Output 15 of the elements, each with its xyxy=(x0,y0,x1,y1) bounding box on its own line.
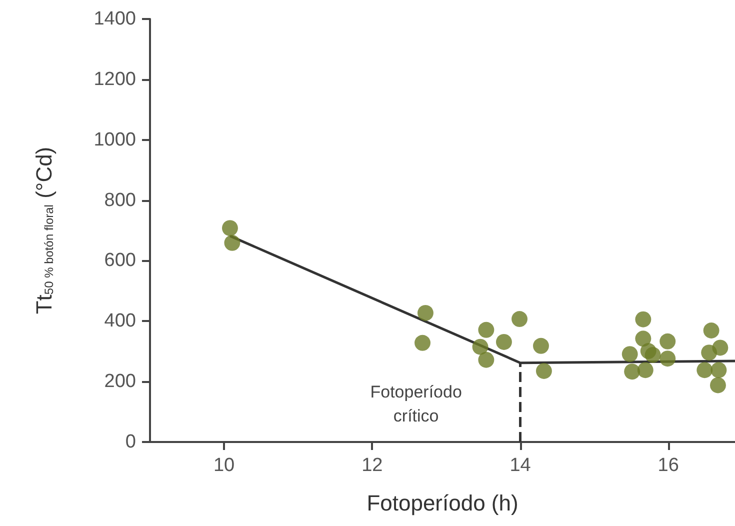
y-axis-title: Tt50 % botón floral (°Cd) xyxy=(32,146,56,314)
y-tick-label: 1200 xyxy=(94,68,136,90)
x-tick-label: 10 xyxy=(213,455,235,476)
x-tick-label: 14 xyxy=(510,455,532,476)
y-tick-label: 0 xyxy=(125,432,136,452)
y-tick-label: 1400 xyxy=(94,8,136,30)
y-tick-label: 600 xyxy=(104,250,136,272)
y-tick-label: 400 xyxy=(104,310,136,332)
x-axis-title: Fotoperíodo (h) xyxy=(366,490,518,516)
x-tick-label: 12 xyxy=(362,455,383,476)
ref-line-label: Fotoperíodo crítico xyxy=(370,382,462,426)
x-tick-label: 16 xyxy=(658,455,679,476)
y-tick-label: 1000 xyxy=(94,129,136,150)
y-tick-label: 800 xyxy=(104,190,136,211)
y-tick-label: 200 xyxy=(104,371,136,392)
